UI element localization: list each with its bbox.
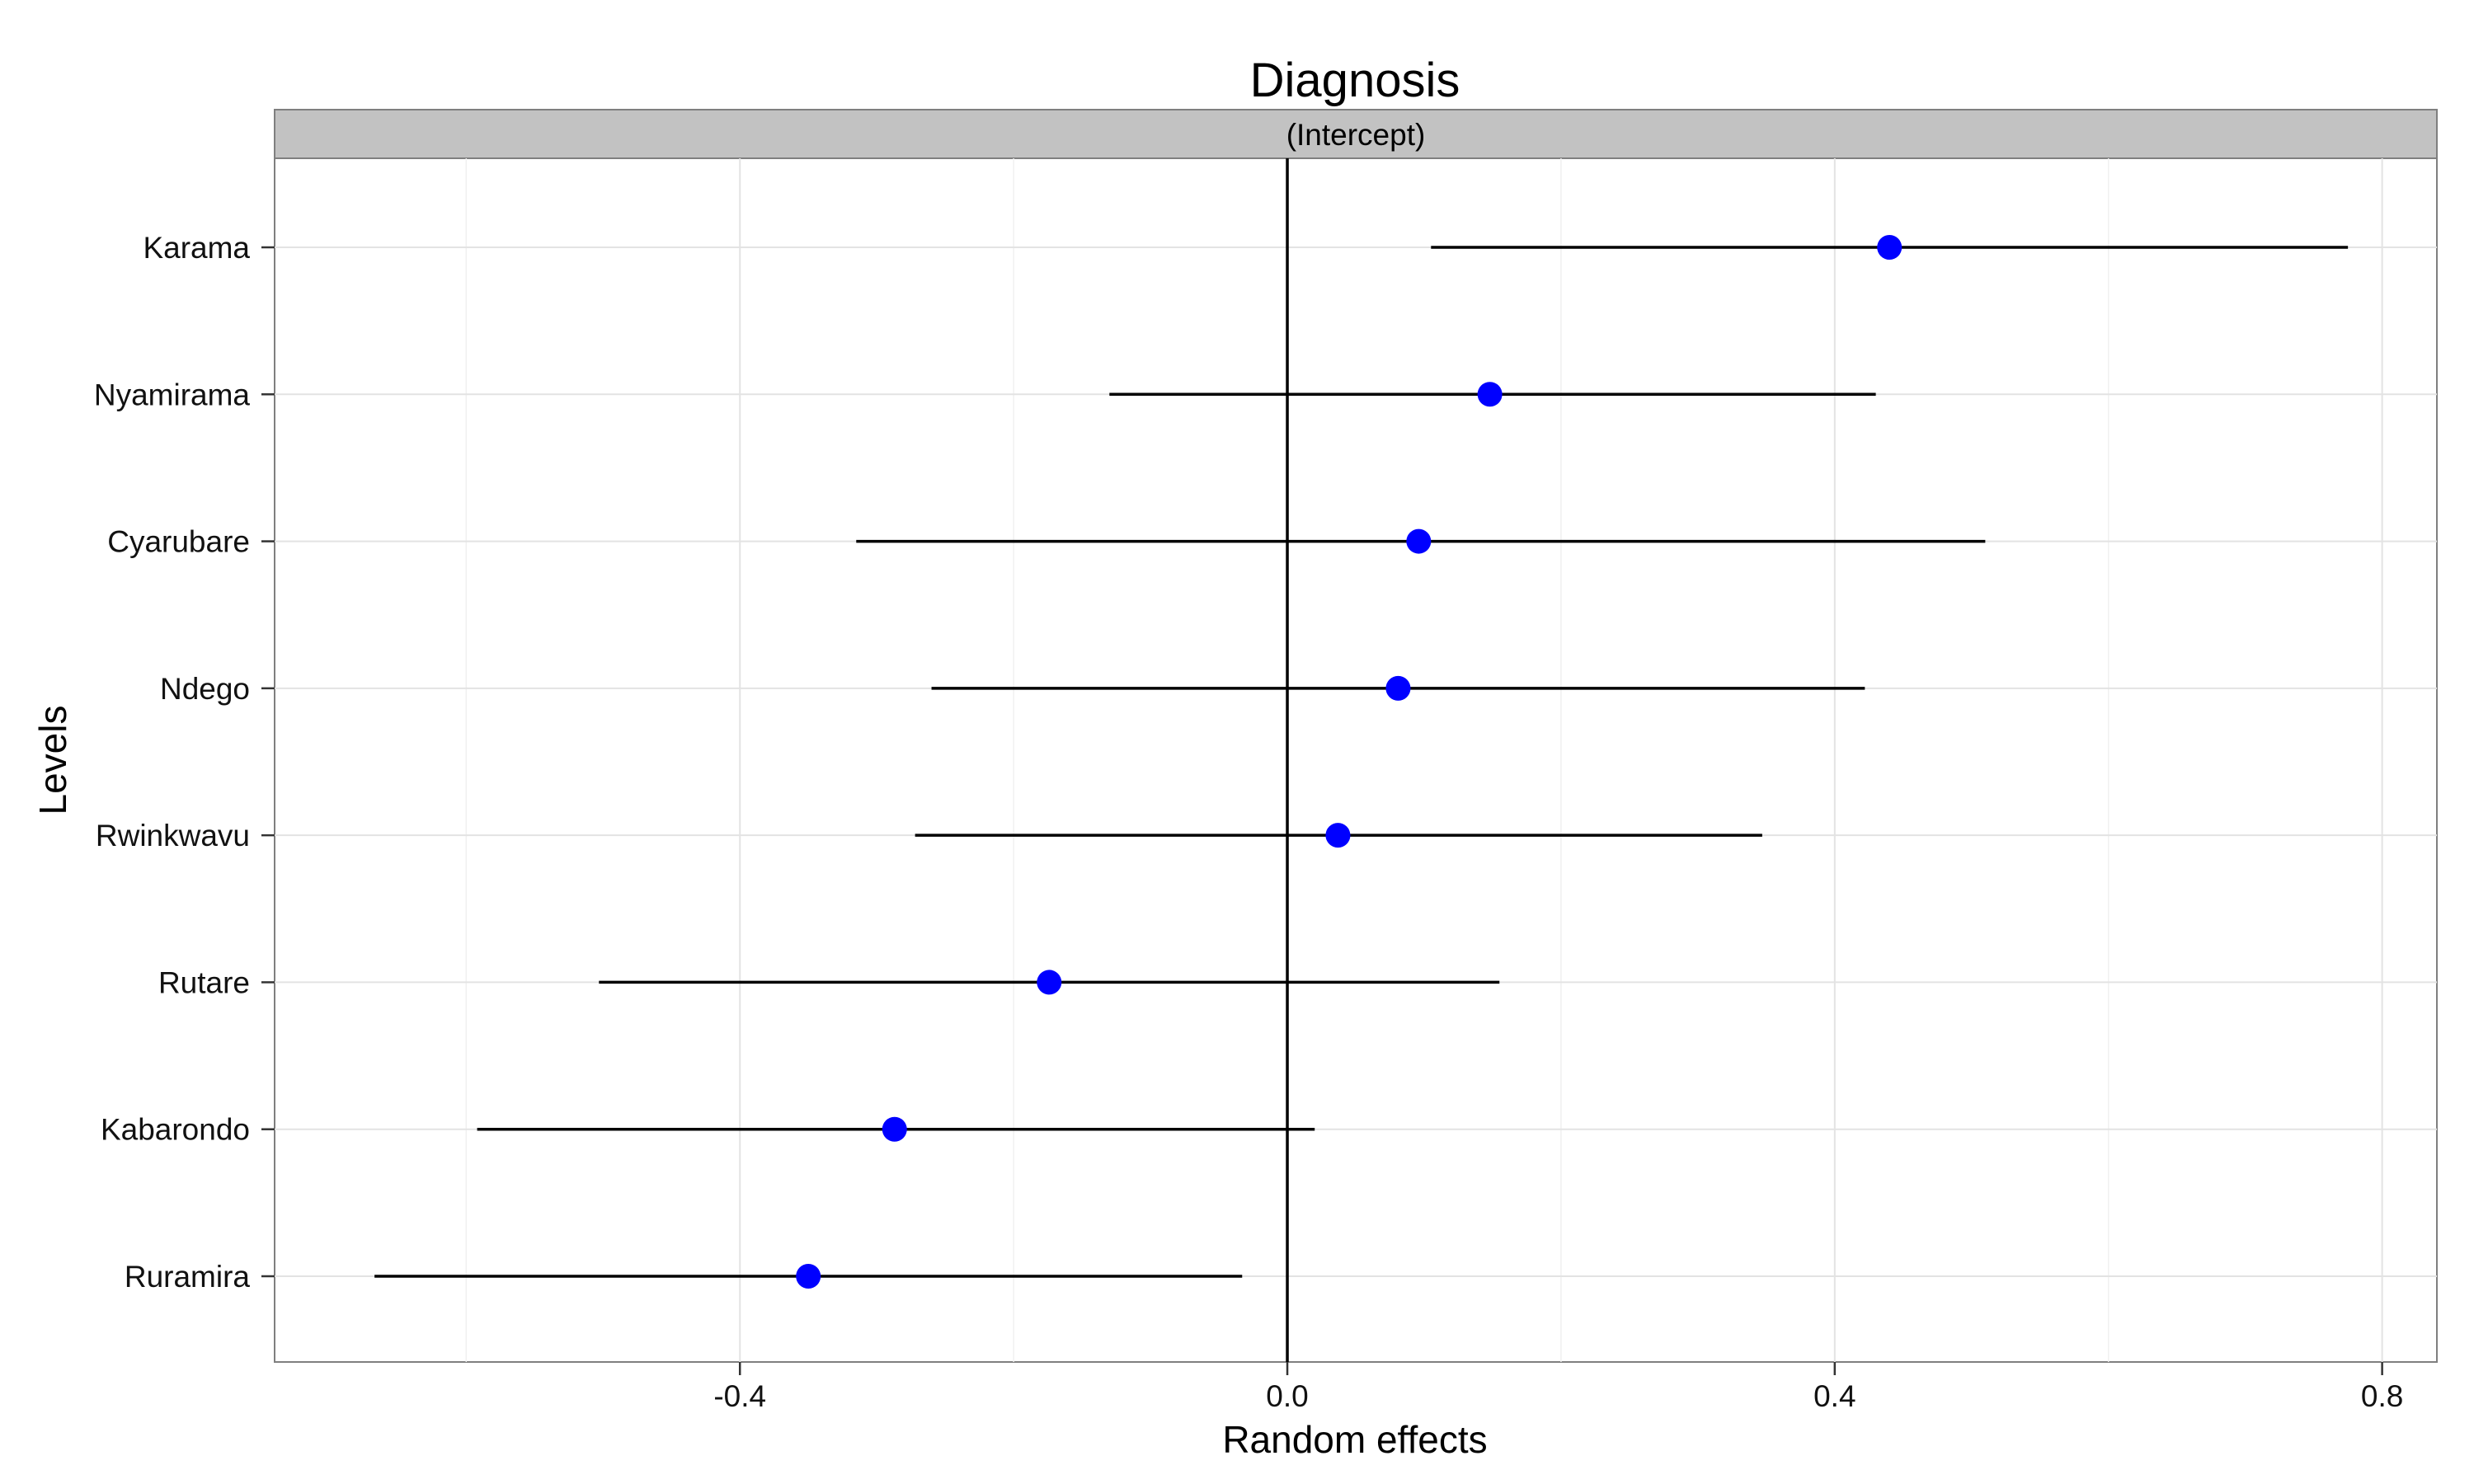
x-axis-title: Random effects — [1222, 1418, 1487, 1461]
y-tick-label: Rwinkwavu — [96, 819, 250, 852]
y-tick-label: Karama — [143, 231, 250, 265]
y-axis-title: Levels — [31, 706, 74, 815]
point-ndego — [1385, 675, 1411, 701]
plot-panel — [274, 157, 2438, 1363]
y-axis: Karama Nyamirama Cyarubare Ndego Rwinkwavu Ru… — [94, 231, 275, 1294]
point-rwinkwavu — [1325, 823, 1351, 848]
x-axis: -0.4 0.0 0.4 0.8 — [713, 1362, 2403, 1413]
y-tick-label: Ruramira — [125, 1260, 251, 1294]
y-tick-label: Nyamirama — [94, 378, 251, 411]
chart-title: Diagnosis — [1250, 54, 1460, 107]
y-tick-label: Rutare — [158, 965, 250, 999]
x-tick-label: -0.4 — [713, 1379, 766, 1413]
x-tick-label: 0.4 — [1813, 1379, 1856, 1413]
x-tick-label: 0.0 — [1266, 1379, 1308, 1413]
y-tick-label: Cyarubare — [107, 525, 250, 559]
y-tick-label: Ndego — [160, 672, 250, 706]
point-nyamirama — [1477, 382, 1503, 407]
y-tick-label: Kabarondo — [101, 1113, 250, 1147]
estimate-points — [796, 235, 1903, 1289]
point-karama — [1877, 235, 1903, 260]
x-tick-label: 0.8 — [2361, 1379, 2403, 1413]
point-rutare — [1037, 970, 1062, 995]
facet-strip — [274, 109, 2438, 159]
point-kabarondo — [882, 1116, 907, 1142]
point-ruramira — [796, 1264, 821, 1289]
point-cyarubare — [1406, 528, 1432, 554]
facet-strip-label: (Intercept) — [1286, 118, 1426, 152]
